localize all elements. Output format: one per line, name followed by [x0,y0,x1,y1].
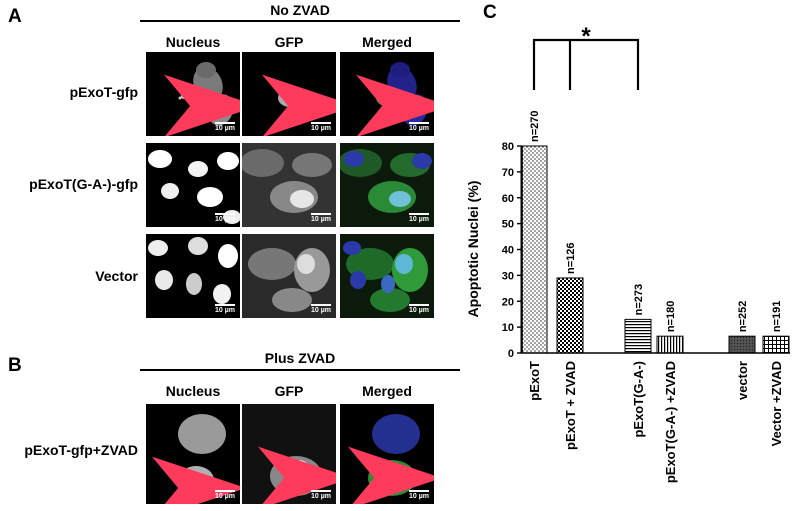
micrograph-b-merged: 10 µm [340,404,434,504]
panel-a-row-vector: Vector [95,268,138,284]
micrograph-a1-gfp: 10 µm [242,52,336,136]
y-tick-label: 30 [502,270,514,282]
bar-4 [728,335,756,354]
y-tick-label: 60 [502,193,514,205]
scale-bar: 10 µm [409,122,429,132]
significance-asterisk: * [581,23,591,50]
panel-b-row-pexot-gfp-zvad: pExoT-gfp+ZVAD [24,442,138,458]
scale-bar: 10 µm [409,213,429,223]
scale-bar: 10 µm [215,213,235,223]
scale-bar: 10 µm [311,122,331,132]
panel-a-col-merged: Merged [362,34,412,50]
scale-bar: 10 µm [311,490,331,500]
y-tick-label: 50 [502,219,514,231]
x-category-label-2: pExoT(G-A-) [631,361,646,438]
y-axis-label: Apoptotic Nuclei (%) [465,181,481,318]
scale-bar: 10 µm [311,304,331,314]
panel-a-letter: A [8,6,22,27]
y-tick-label: 80 [502,141,514,153]
panel-a-col-nucleus: Nucleus [165,34,221,50]
x-category-label-0: pExoT [527,361,542,401]
panel-a-row-pexot-gfp: pExoT-gfp [69,84,138,100]
micrograph-a3-nucleus: 10 µm [146,234,240,318]
panel-a-col-gfp: GFP [274,34,304,50]
micrograph-b-gfp: 10 µm [242,404,336,504]
arrowhead-icon [262,64,336,136]
micrograph-a2-nucleus: 10 µm [146,143,240,227]
scale-bar: 10 µm [409,490,429,500]
x-category-label-4: vector [735,361,750,400]
bar-5 [762,335,790,354]
significance-bracket: * [532,23,640,90]
micrograph-b-nucleus: 10 µm [146,404,240,504]
y-tick-label: 70 [502,167,514,179]
panel-b-col-nucleus: Nucleus [165,383,221,399]
scale-bar: 10 µm [215,122,235,132]
y-tick-label: 0 [508,348,514,360]
arrowhead-icon [152,446,240,504]
panel-b-col-gfp: GFP [274,383,304,399]
y-tick-label: 10 [502,322,514,334]
n-label-3: n=180 [665,301,677,333]
panel-a-condition: No ZVAD [270,2,330,18]
micrograph-a3-gfp: 10 µm [242,234,336,318]
y-tick-label: 20 [502,296,514,308]
panel-b-condition: Plus ZVAD [264,350,336,366]
x-category-label-1: pExoT + ZVAD [563,361,578,450]
scale-bar: 10 µm [215,304,235,314]
n-label-1: n=126 [565,242,577,274]
panel-b-col-merged: Merged [362,383,412,399]
bar-0 [520,145,548,354]
y-tick-label: 40 [502,245,514,257]
arrowhead-icon [356,64,434,136]
bar-1 [556,277,584,354]
micrograph-a2-merged: 10 µm [340,143,434,227]
panel-c-letter: C [483,2,497,23]
bar-2 [624,318,652,354]
scale-bar: 10 µm [311,213,331,223]
n-label-2: n=273 [633,284,645,316]
arrowhead-icon [258,436,336,504]
micrograph-a3-merged: 10 µm [340,234,434,318]
arrowhead-icon [164,64,240,136]
x-category-label-5: Vector +ZVAD [769,361,784,446]
panel-a-rule [140,20,460,22]
bar-3 [656,335,684,354]
panel-b-rule [140,369,460,371]
n-label-0: n=270 [529,111,541,143]
micrograph-a2-gfp: 10 µm [242,143,336,227]
apoptosis-bar-chart: n=270 n=126 n=273 n=180 n=252 n=191 pExoT pExo… [465,23,790,483]
micrograph-a1-merged: 10 µm [340,52,434,136]
x-category-label-3: pExoT(G-A-) +ZVAD [663,361,678,483]
n-label-4: n=252 [737,301,749,333]
panel-a-row-pexot-ga-gfp: pExoT(G-A-)-gfp [29,176,138,192]
panel-b-letter: B [8,355,22,376]
scale-bar: 10 µm [409,304,429,314]
arrowhead-icon [348,436,434,504]
scale-bar: 10 µm [215,490,235,500]
n-label-5: n=191 [771,301,783,333]
micrograph-a1-nucleus: 10 µm [146,52,240,136]
